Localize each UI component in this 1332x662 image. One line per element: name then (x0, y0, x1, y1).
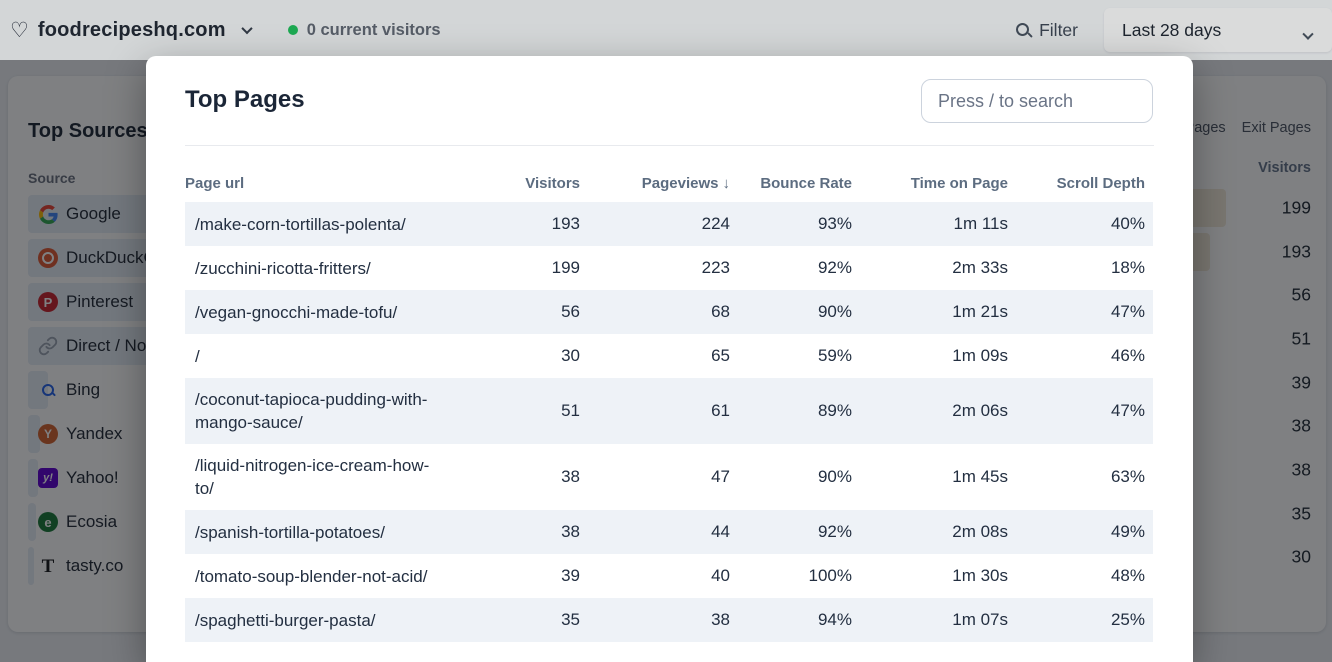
scroll-depth-cell: 47% (1110, 401, 1145, 420)
time-on-page-cell: 1m 11s (953, 214, 1009, 233)
top-bar: ♡ foodrecipeshq.com 0 current visitors F… (0, 0, 1332, 60)
time-on-page-cell: 1m 45s (952, 467, 1008, 486)
filter-label: Filter (1039, 19, 1078, 40)
visitors-cell: 38 (561, 522, 580, 541)
visitors-cell: 38 (561, 467, 580, 486)
top-bar-controls: Filter Last 28 days (1015, 8, 1332, 52)
pageviews-cell: 47 (711, 467, 730, 486)
divider (185, 145, 1154, 146)
site-switcher[interactable]: ♡ foodrecipeshq.com 0 current visitors (0, 19, 441, 42)
date-range-picker[interactable]: Last 28 days (1104, 8, 1332, 52)
time-on-page-cell: 2m 08s (952, 522, 1008, 541)
heart-icon: ♡ (10, 18, 29, 42)
scroll-depth-cell: 40% (1110, 214, 1145, 233)
table-row: /vegan-gnocchi-made-tofu/56 68 90% 1m 21s 47… (185, 290, 1153, 334)
bounce-rate-cell: 89% (817, 401, 852, 420)
scroll-depth-cell: 63% (1110, 467, 1145, 486)
pageviews-cell: 38 (711, 610, 730, 629)
current-visitors[interactable]: 0 current visitors (287, 20, 441, 40)
table-row: /tomato-soup-blender-not-acid/39 40 100% 1m… (185, 554, 1153, 598)
time-on-page-cell: 2m 06s (952, 401, 1008, 420)
current-visitors-label: 0 current visitors (306, 20, 441, 39)
page-url-link[interactable]: /tomato-soup-blender-not-acid/ (195, 566, 428, 586)
bounce-rate-cell: 90% (817, 302, 852, 321)
col-header-bounce-rate[interactable]: Bounce Rate (760, 174, 852, 192)
table-row: /liquid-nitrogen-ice-cream-how-to/38 47 90… (185, 444, 1153, 510)
modal-backdrop-top (0, 0, 1332, 60)
pageviews-cell: 40 (711, 566, 730, 585)
page-url-link[interactable]: /make-corn-tortillas-polenta/ (195, 214, 406, 234)
col-header-pageviews[interactable]: Pageviews ↓ (641, 174, 731, 192)
page-url-link[interactable]: /spanish-tortilla-potatoes/ (195, 522, 385, 542)
page-url-link[interactable]: /spaghetti-burger-pasta/ (195, 610, 376, 630)
visitors-cell: 56 (561, 302, 580, 321)
col-header-visitors[interactable]: Visitors (525, 174, 580, 192)
table-row: /spaghetti-burger-pasta/35 38 94% 1m 07s 25% (185, 598, 1153, 642)
site-name: foodrecipeshq.com (37, 18, 226, 41)
col-header-time-on-page[interactable]: Time on Page (910, 174, 1008, 192)
top-pages-modal: Top Pages Page url Visitors Pageviews↓ Boun… (146, 56, 1193, 662)
bounce-rate-cell: 93% (817, 214, 852, 233)
time-on-page-cell: 1m 21s (952, 302, 1008, 321)
modal-title: Top Pages (185, 86, 305, 113)
pageviews-cell: 68 (711, 302, 730, 321)
table-row: /make-corn-tortillas-polenta/193 224 93% 1m… (185, 202, 1153, 246)
bounce-rate-cell: 59% (817, 346, 852, 365)
visitors-cell: 51 (561, 401, 580, 420)
bounce-rate-cell: 92% (817, 522, 852, 541)
table-body: /make-corn-tortillas-polenta/193 224 93% 1m… (185, 202, 1153, 642)
visitors-cell: 193 (551, 214, 580, 233)
time-on-page-cell: 2m 33s (952, 258, 1008, 277)
filter-button[interactable]: Filter (1015, 20, 1078, 41)
scroll-depth-cell: 18% (1110, 258, 1145, 277)
visitors-cell: 199 (551, 258, 580, 277)
page-url-link[interactable]: /vegan-gnocchi-made-tofu/ (195, 302, 398, 322)
col-header-scroll-depth[interactable]: Scroll Depth (1056, 174, 1145, 192)
table-header-row: Page url Visitors Pageviews ↓ Bounce Rate Tim… (185, 164, 1153, 202)
search-input[interactable] (921, 79, 1153, 123)
search-icon (1015, 22, 1032, 39)
bounce-rate-cell: 100% (808, 566, 852, 585)
bounce-rate-cell: 92% (817, 258, 852, 277)
pages-table: Page url Visitors Pageviews ↓ Bounce Rate Tim… (185, 164, 1153, 642)
pageviews-cell: 223 (701, 258, 730, 277)
time-on-page-cell: 1m 09s (952, 346, 1008, 365)
pageviews-cell: 65 (711, 346, 730, 365)
page-url-link[interactable]: /liquid-nitrogen-ice-cream-how-to/ (195, 456, 430, 498)
scroll-depth-cell: 46% (1110, 346, 1145, 365)
pageviews-cell: 61 (711, 401, 730, 420)
time-on-page-cell: 1m 07s (952, 610, 1008, 629)
visitors-cell: 30 (561, 346, 580, 365)
table-row: /coconut-tapioca-pudding-with-mango-sauc… (185, 378, 1153, 444)
scroll-depth-cell: 25% (1110, 610, 1145, 629)
table-row: / 30 65 59% 1m 09s 46% (185, 334, 1153, 378)
page-url-link[interactable]: /coconut-tapioca-pudding-with-mango-sauc… (195, 390, 428, 432)
online-dot-icon (287, 25, 298, 35)
time-on-page-cell: 1m 30s (952, 566, 1008, 585)
scroll-depth-cell: 49% (1110, 522, 1145, 541)
visitors-cell: 35 (561, 610, 580, 629)
col-header-page-url: Page url (185, 174, 245, 192)
scroll-depth-cell: 47% (1110, 302, 1145, 321)
pageviews-cell: 224 (701, 214, 730, 233)
pageviews-cell: 44 (711, 522, 730, 541)
bounce-rate-cell: 94% (817, 610, 852, 629)
visitors-cell: 39 (561, 566, 580, 585)
page-url-link[interactable]: /zucchini-ricotta-fritters/ (195, 258, 371, 278)
page-url-link[interactable]: / (195, 346, 200, 366)
bounce-rate-cell: 90% (817, 467, 852, 486)
sort-desc-icon: ↓ (722, 174, 731, 192)
table-row: /spanish-tortilla-potatoes/38 44 92% 2m 08s… (185, 510, 1153, 554)
scroll-depth-cell: 48% (1110, 566, 1145, 585)
table-row: /zucchini-ricotta-fritters/199 223 92% 2m 3… (185, 246, 1153, 290)
date-range-label: Last 28 days (1122, 19, 1222, 40)
